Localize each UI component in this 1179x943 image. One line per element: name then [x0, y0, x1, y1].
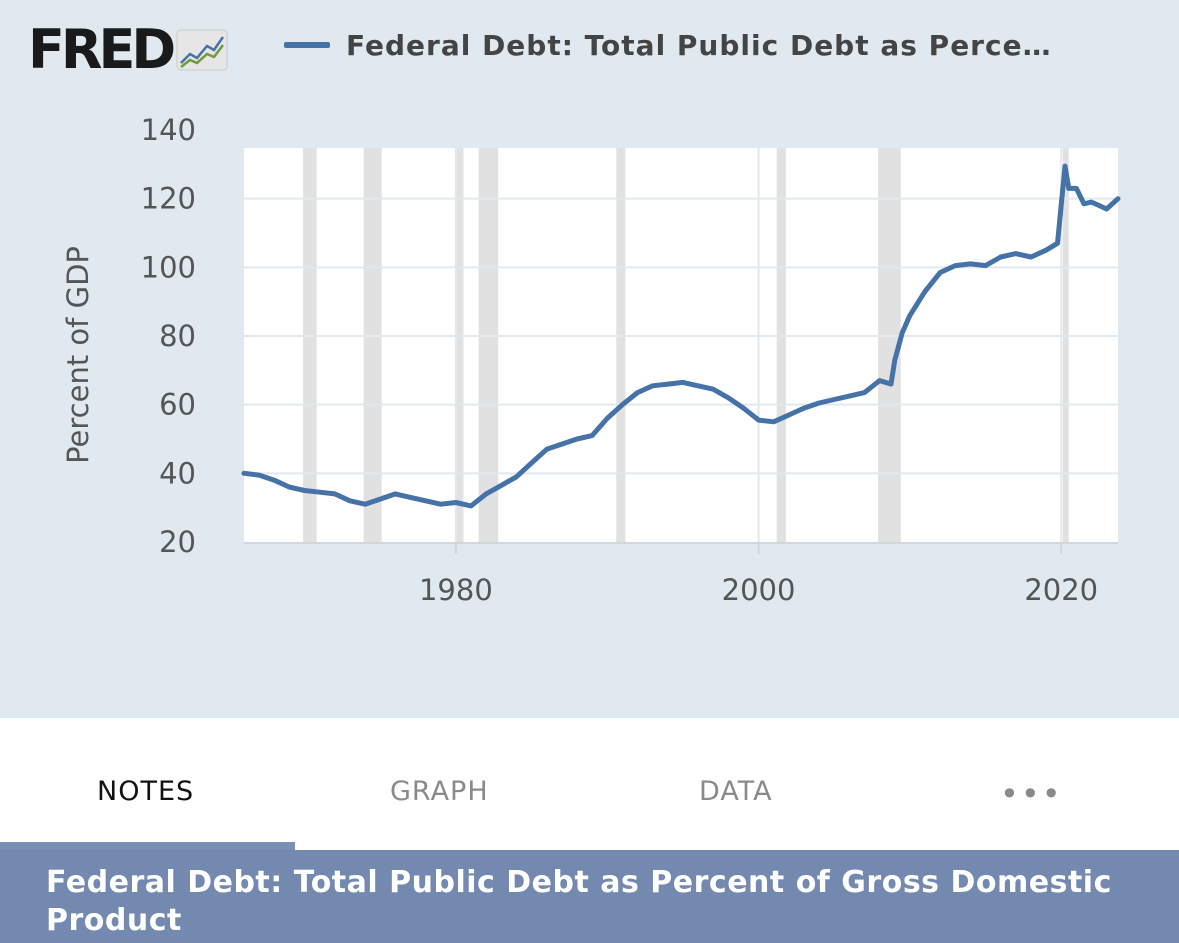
tab-bar: NOTES GRAPH DATA ••• [0, 718, 1179, 850]
logo-text: FRED [28, 18, 176, 81]
y-axis-label: Percent of GDP [61, 246, 95, 464]
series-line [241, 163, 1121, 509]
plot-area [244, 148, 1118, 542]
trend-lines-icon [176, 29, 228, 75]
tab-notes[interactable]: NOTES [97, 776, 195, 807]
legend-swatch [284, 42, 330, 48]
more-icon[interactable]: ••• [1000, 775, 1063, 813]
series-title: Federal Debt: Total Public Debt as Perce… [46, 865, 1112, 938]
gridlines [244, 148, 1118, 542]
recession-band [776, 148, 786, 542]
y-tick-label: 100 [141, 250, 196, 284]
x-axis-ticks: 1980 2000 2020 [419, 543, 1098, 607]
chart-panel: 1980 2000 2020 20 40 60 80 100 120 140 Percent o… [0, 0, 1179, 718]
active-tab-indicator [0, 842, 295, 850]
tab-data[interactable]: DATA [699, 776, 773, 807]
y-tick-label: 20 [159, 525, 196, 559]
recession-band [878, 148, 901, 542]
recession-band [616, 148, 626, 542]
y-tick-label: 40 [159, 456, 196, 490]
x-tick-label: 1980 [419, 573, 493, 607]
y-tick-label: 140 [141, 113, 196, 147]
recession-band [478, 148, 499, 542]
legend-label: Federal Debt: Total Public Debt as Perce… [346, 28, 1052, 62]
fred-logo[interactable]: FRED [28, 22, 228, 78]
y-tick-label: 60 [159, 388, 196, 422]
recession-band [455, 148, 464, 542]
series-title-bar: Federal Debt: Total Public Debt as Perce… [0, 850, 1179, 943]
recession-shading-layer [303, 148, 1069, 542]
x-tick-label: 2020 [1024, 573, 1098, 607]
series-layer [241, 163, 1121, 509]
recession-band [303, 148, 317, 542]
y-axis-ticks: 20 40 60 80 100 120 140 [141, 113, 196, 559]
x-tick-label: 2000 [722, 573, 796, 607]
y-tick-label: 80 [159, 319, 196, 353]
tab-graph[interactable]: GRAPH [390, 776, 489, 807]
recession-band [1062, 148, 1069, 542]
legend: Federal Debt: Total Public Debt as Perce… [284, 26, 1052, 64]
recession-band [363, 148, 382, 542]
y-tick-label: 120 [141, 182, 196, 216]
